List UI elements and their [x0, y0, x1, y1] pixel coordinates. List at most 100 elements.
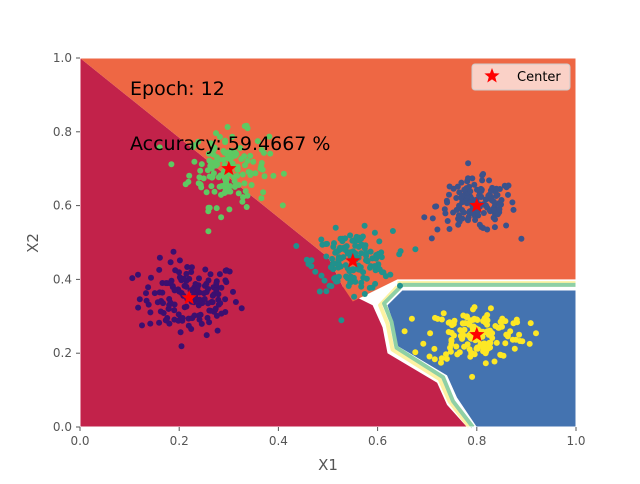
data-point: [208, 183, 215, 190]
data-point: [216, 183, 223, 190]
data-point: [185, 178, 192, 185]
data-point: [331, 275, 338, 282]
data-point: [216, 271, 223, 278]
data-point: [478, 194, 485, 200]
data-point: [213, 312, 220, 319]
data-point: [491, 224, 498, 231]
x-tick-label: 0.0: [70, 434, 89, 448]
data-point: [184, 264, 191, 270]
data-point: [470, 316, 477, 323]
data-point: [408, 315, 415, 322]
data-point: [480, 318, 487, 324]
data-point: [205, 150, 212, 157]
data-point: [267, 150, 274, 157]
data-point: [194, 285, 201, 292]
data-point: [498, 197, 505, 203]
data-point: [429, 215, 436, 222]
data-point: [475, 212, 482, 219]
data-point: [145, 284, 152, 291]
data-point: [224, 124, 231, 130]
data-point: [217, 172, 224, 179]
data-point: [484, 226, 491, 233]
data-point: [196, 275, 202, 282]
data-point: [379, 269, 385, 276]
data-point: [499, 323, 505, 330]
data-point: [245, 168, 252, 175]
data-point: [364, 257, 371, 264]
data-point: [204, 167, 211, 174]
data-point: [167, 259, 174, 266]
data-point: [129, 275, 136, 282]
data-point: [438, 316, 445, 323]
data-point: [308, 257, 315, 264]
cluster-centers: [181, 160, 485, 342]
data-point: [486, 177, 493, 184]
data-point: [183, 270, 190, 277]
data-point: [332, 224, 339, 231]
data-point: [493, 193, 500, 199]
data-point: [359, 233, 366, 240]
data-point: [318, 272, 325, 279]
data-point: [445, 329, 452, 335]
data-point: [482, 196, 489, 203]
data-point: [156, 144, 163, 151]
data-point: [461, 186, 468, 193]
data-point: [227, 156, 234, 163]
data-point: [351, 293, 358, 300]
data-point: [197, 181, 204, 188]
data-point: [188, 326, 195, 332]
data-point: [342, 262, 349, 269]
data-point: [209, 173, 216, 180]
data-point: [163, 317, 170, 324]
data-point: [333, 248, 339, 255]
data-point: [177, 329, 184, 336]
data-point: [223, 267, 230, 274]
data-point: [338, 246, 345, 252]
accuracy-annotation: Accuracy: 59.4667 %: [130, 133, 330, 155]
axes: [79, 57, 577, 428]
data-point: [231, 183, 238, 190]
data-point: [228, 147, 235, 154]
data-point: [412, 246, 419, 253]
data-point: [244, 125, 251, 132]
data-point: [497, 352, 504, 358]
data-point: [266, 133, 273, 140]
boundary-band-3: [382, 286, 475, 429]
data-point: [510, 206, 517, 213]
epoch-annotation: Epoch: 12: [130, 78, 225, 100]
data-point: [215, 291, 222, 298]
data-point: [509, 336, 516, 343]
data-point: [455, 221, 462, 228]
data-point: [440, 310, 447, 317]
data-point: [421, 214, 428, 221]
data-point: [459, 207, 466, 213]
data-point: [135, 271, 141, 278]
data-point: [156, 266, 163, 273]
data-point: [443, 355, 450, 362]
data-point: [172, 267, 179, 274]
data-point: [147, 309, 154, 316]
data-point: [191, 158, 198, 165]
data-point: [454, 351, 461, 358]
data-point: [234, 163, 241, 170]
x-tick-label: 1.0: [566, 434, 585, 448]
data-point: [474, 345, 481, 352]
data-point: [355, 266, 362, 273]
data-point: [196, 298, 203, 304]
data-point: [468, 210, 475, 216]
legend-center-star-icon: [484, 68, 500, 83]
data-point: [250, 158, 257, 165]
decision-boundary-bands: [378, 281, 576, 429]
data-point: [468, 349, 475, 356]
data-point: [460, 312, 467, 319]
data-point: [465, 217, 471, 224]
data-point: [171, 307, 178, 314]
data-point: [438, 359, 444, 366]
data-point: [258, 195, 265, 202]
data-point: [221, 182, 228, 189]
data-point: [230, 173, 237, 180]
data-point: [503, 184, 510, 191]
data-point: [465, 175, 471, 182]
region-crimson: [80, 58, 467, 427]
data-point: [203, 189, 210, 196]
